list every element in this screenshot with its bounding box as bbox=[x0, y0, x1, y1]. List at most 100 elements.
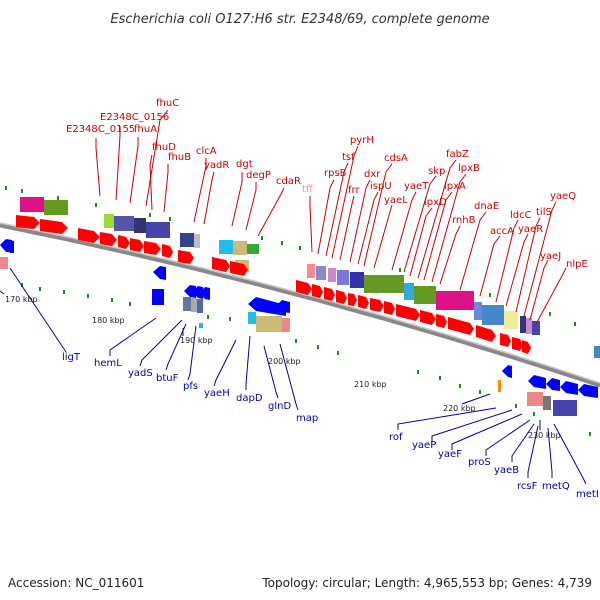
gene-label-pseudo: tff bbox=[302, 184, 314, 195]
feature-block bbox=[307, 264, 315, 278]
reverse-feature-blocks bbox=[0, 257, 600, 416]
feature-block bbox=[146, 222, 170, 238]
feature-block bbox=[316, 266, 326, 280]
feature-block bbox=[474, 302, 482, 320]
reverse-arrows bbox=[0, 239, 598, 398]
feature-block bbox=[328, 268, 336, 282]
reverse-gene-arrow bbox=[528, 375, 546, 389]
feature-block bbox=[543, 396, 551, 410]
feature-block bbox=[191, 298, 197, 312]
forward-gene-arrow bbox=[130, 238, 144, 252]
feature-block bbox=[520, 316, 526, 333]
reverse-leader-lines bbox=[9, 267, 587, 485]
reverse-gene-arrow bbox=[502, 365, 512, 378]
forward-gene-arrow bbox=[178, 250, 194, 264]
reverse-gene-arrow bbox=[546, 378, 560, 391]
forward-gene-arrow bbox=[78, 228, 100, 243]
forward-gene-arrow bbox=[370, 298, 384, 312]
feature-block bbox=[482, 305, 504, 325]
gene-label: dxr bbox=[364, 169, 381, 180]
gene-label: clcA bbox=[196, 146, 217, 157]
feature-block bbox=[20, 197, 44, 212]
gene-label: yaeH bbox=[204, 388, 230, 399]
reverse-gene-arrow bbox=[184, 285, 196, 298]
gene-label: hemL bbox=[94, 358, 122, 369]
gene-label: yaeT bbox=[404, 181, 429, 192]
feature-block bbox=[197, 299, 203, 313]
feature-block bbox=[414, 286, 436, 304]
gene-label: rof bbox=[389, 432, 403, 443]
gene-label: E2348C_0156 bbox=[100, 112, 169, 123]
tick-label: 230 kbp bbox=[528, 431, 561, 440]
feature-block bbox=[248, 312, 256, 324]
feature-block bbox=[247, 244, 259, 254]
forward-gene-arrow bbox=[396, 304, 420, 321]
gene-label: pfs bbox=[183, 381, 198, 392]
gene-label: metI bbox=[576, 489, 599, 500]
gene-label: lpxA bbox=[444, 181, 466, 192]
gene-label: ligT bbox=[62, 352, 81, 363]
feature-block bbox=[194, 234, 200, 248]
gene-label: fhuC bbox=[156, 98, 179, 109]
feature-block bbox=[233, 241, 247, 255]
feature-block bbox=[282, 318, 290, 332]
reverse-gene-arrow bbox=[153, 266, 166, 280]
forward-gene-arrow bbox=[522, 340, 531, 354]
gene-label: ldcC bbox=[510, 210, 532, 221]
reverse-gene-labels: ligT hemL yadS btuF pfs yaeH dapD glnD m… bbox=[62, 352, 599, 500]
gene-label: yaeP bbox=[412, 440, 436, 451]
gene-label: dapD bbox=[236, 393, 263, 404]
gene-label: accA bbox=[490, 226, 514, 237]
gene-label: glnD bbox=[268, 401, 291, 412]
reverse-gene-arrow bbox=[192, 286, 203, 299]
gene-label: lpxD bbox=[424, 197, 447, 208]
gene-label: btuF bbox=[156, 373, 179, 384]
reverse-gene-arrow bbox=[578, 384, 598, 398]
forward-gene-arrow bbox=[324, 287, 335, 301]
gene-label: yaeR bbox=[518, 224, 543, 235]
feature-block bbox=[180, 233, 194, 247]
gene-label: lpxB bbox=[458, 163, 480, 174]
feature-block bbox=[104, 214, 114, 228]
gene-label: E2348C_0155 bbox=[66, 124, 135, 135]
orange-feature bbox=[498, 380, 501, 392]
gene-label: tsf bbox=[342, 152, 355, 163]
feature-block bbox=[436, 291, 474, 310]
forward-feature-blocks bbox=[20, 197, 540, 335]
feature-block bbox=[44, 200, 68, 215]
forward-gene-arrow bbox=[384, 301, 395, 315]
forward-gene-arrow bbox=[118, 235, 130, 249]
feature-block bbox=[337, 270, 349, 285]
track-guides bbox=[5, 186, 591, 436]
gene-label: metQ bbox=[542, 481, 570, 492]
gene-label: cdsA bbox=[384, 153, 408, 164]
forward-gene-arrow bbox=[230, 261, 248, 276]
forward-gene-arrow bbox=[100, 232, 117, 246]
gene-label: yaeF bbox=[438, 449, 462, 460]
gene-label: yaeB bbox=[494, 465, 519, 476]
gene-label: yadR bbox=[204, 160, 229, 171]
gene-label: yaeJ bbox=[540, 251, 561, 262]
gene-label: map bbox=[296, 413, 318, 424]
forward-gene-arrow bbox=[144, 241, 161, 255]
tick-label: 170 kbp bbox=[5, 295, 38, 304]
feature-block bbox=[504, 311, 518, 329]
forward-gene-arrow bbox=[358, 295, 369, 309]
tick-label: 220 kbp bbox=[443, 404, 476, 413]
topology-text: Topology: circular; Length: 4,965,553 bp… bbox=[262, 576, 592, 590]
forward-gene-arrow bbox=[476, 325, 496, 342]
reverse-gene-arrow bbox=[248, 297, 286, 316]
feature-block bbox=[350, 272, 364, 288]
feature-block bbox=[134, 218, 146, 233]
feature-block bbox=[526, 318, 532, 334]
gene-label: frr bbox=[348, 185, 360, 196]
forward-gene-arrow bbox=[312, 284, 323, 298]
gene-label: nlpE bbox=[566, 259, 588, 270]
gene-label: proS bbox=[468, 457, 491, 468]
feature-block bbox=[256, 316, 282, 332]
forward-gene-arrow bbox=[296, 280, 312, 295]
forward-gene-arrow bbox=[512, 337, 523, 351]
gene-label: yaeQ bbox=[550, 191, 576, 202]
map-title: Escherichia coli O127:H6 str. E2348/69, … bbox=[110, 12, 489, 27]
feature-block bbox=[219, 240, 233, 254]
